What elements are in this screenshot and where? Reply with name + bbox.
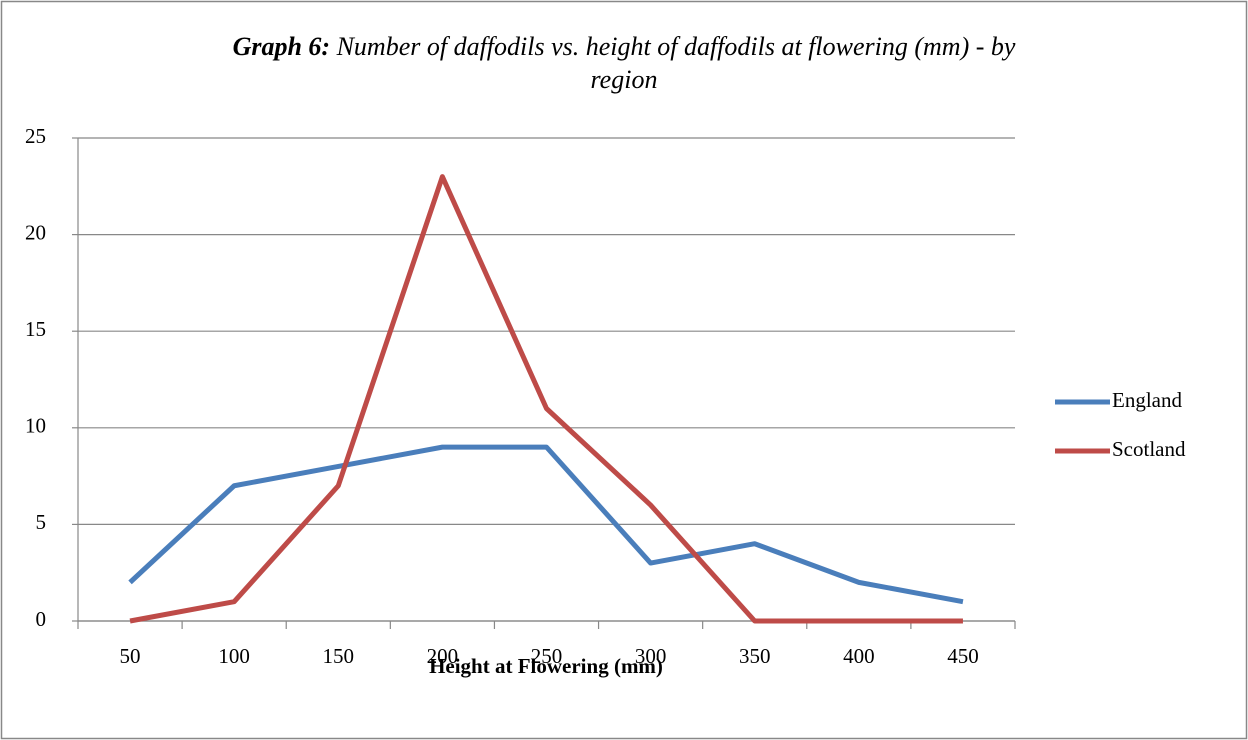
y-tick-label: 15 xyxy=(25,317,46,341)
x-tick-label: 200 xyxy=(427,644,459,668)
x-tick-label: 450 xyxy=(947,644,979,668)
legend-label: Scotland xyxy=(1112,437,1186,461)
data-line xyxy=(128,444,964,605)
y-tick-label: 10 xyxy=(25,414,46,438)
legend-label: England xyxy=(1112,388,1182,412)
x-tick-label: 300 xyxy=(635,644,667,668)
x-tick-label: 250 xyxy=(531,644,563,668)
x-tick-label: 150 xyxy=(323,644,355,668)
y-tick-label: 0 xyxy=(36,607,47,631)
x-tick-label: 400 xyxy=(843,644,875,668)
title-text: Number of daffodils vs. height of daffod… xyxy=(336,32,1016,94)
title-prefix: Graph 6: xyxy=(232,32,331,61)
x-tick-label: 350 xyxy=(739,644,771,668)
chart-title: Graph 6: Number of daffodils vs. height … xyxy=(200,30,1048,96)
y-tick-label: 20 xyxy=(25,220,46,244)
x-tick-label: 50 xyxy=(120,644,141,668)
y-tick-label: 5 xyxy=(36,510,47,534)
x-tick-label: 100 xyxy=(218,644,250,668)
y-tick-label: 25 xyxy=(25,124,46,148)
x-axis-title: Height at Flowering (mm) xyxy=(429,654,663,678)
data-line xyxy=(129,174,963,624)
